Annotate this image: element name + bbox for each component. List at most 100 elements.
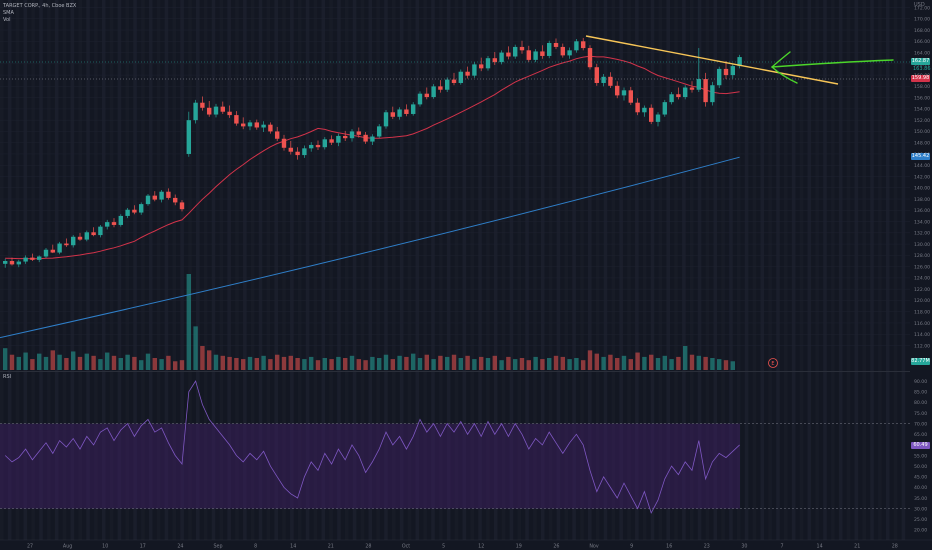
- candle[interactable]: [492, 52, 497, 65]
- candle[interactable]: [737, 54, 742, 69]
- candle[interactable]: [377, 124, 382, 139]
- candle[interactable]: [315, 140, 321, 151]
- earnings-marker[interactable]: E: [771, 361, 774, 367]
- candle[interactable]: [417, 91, 423, 107]
- candle[interactable]: [16, 259, 21, 268]
- candle[interactable]: [431, 84, 436, 99]
- candle[interactable]: [560, 43, 565, 58]
- candle[interactable]: [655, 112, 661, 127]
- candle[interactable]: [275, 126, 280, 142]
- candle[interactable]: [343, 130, 348, 142]
- candle[interactable]: [438, 80, 443, 93]
- candle[interactable]: [247, 120, 253, 131]
- candle[interactable]: [50, 244, 55, 254]
- candle[interactable]: [635, 98, 640, 116]
- candle[interactable]: [77, 232, 83, 241]
- candle[interactable]: [322, 137, 327, 150]
- candle[interactable]: [261, 121, 266, 132]
- candle[interactable]: [159, 190, 164, 203]
- candle[interactable]: [64, 238, 69, 247]
- candle[interactable]: [254, 119, 259, 130]
- candle[interactable]: [628, 86, 633, 105]
- candle[interactable]: [411, 102, 416, 116]
- candle[interactable]: [336, 133, 341, 147]
- rsi-pane[interactable]: [0, 380, 910, 514]
- earnings-marker-circle[interactable]: [768, 358, 778, 368]
- candle[interactable]: [186, 111, 191, 157]
- candle[interactable]: [213, 103, 219, 118]
- candle[interactable]: [621, 87, 627, 101]
- candle[interactable]: [98, 224, 103, 238]
- volume-legend[interactable]: Vol: [3, 17, 11, 23]
- candle[interactable]: [370, 134, 375, 145]
- candle[interactable]: [608, 72, 613, 89]
- candle[interactable]: [179, 200, 185, 212]
- candle[interactable]: [173, 194, 178, 206]
- candle[interactable]: [567, 47, 572, 59]
- currency-label[interactable]: USD: [914, 2, 925, 8]
- candle[interactable]: [615, 81, 620, 99]
- candle[interactable]: [363, 131, 368, 144]
- candle[interactable]: [587, 45, 593, 70]
- candle[interactable]: [526, 45, 531, 63]
- candle[interactable]: [506, 46, 511, 60]
- candle[interactable]: [553, 38, 559, 50]
- candle[interactable]: [669, 92, 674, 105]
- candle[interactable]: [193, 99, 198, 124]
- candle[interactable]: [302, 145, 307, 158]
- candle[interactable]: [288, 141, 293, 155]
- candle[interactable]: [465, 66, 470, 79]
- candle[interactable]: [91, 227, 96, 237]
- candle[interactable]: [132, 205, 137, 215]
- candle[interactable]: [458, 69, 463, 85]
- candle[interactable]: [309, 142, 314, 152]
- candle[interactable]: [696, 48, 701, 92]
- trendline-drawing[interactable]: [585, 35, 839, 85]
- candle[interactable]: [30, 253, 35, 261]
- candle[interactable]: [383, 110, 389, 129]
- candle[interactable]: [200, 96, 205, 111]
- candle[interactable]: [145, 193, 151, 206]
- candle[interactable]: [241, 117, 246, 130]
- candle[interactable]: [9, 257, 15, 266]
- candle[interactable]: [166, 188, 171, 200]
- candle[interactable]: [397, 107, 402, 120]
- candle[interactable]: [642, 105, 647, 117]
- candle[interactable]: [649, 104, 654, 125]
- candle[interactable]: [268, 122, 273, 134]
- time-axis[interactable]: 27 Aug 10 17 24 Sep 8 14 21 28 Oct 5 12 19 26 Nov 9 16 23 3…: [0, 539, 932, 550]
- candle[interactable]: [485, 55, 491, 71]
- candle[interactable]: [424, 87, 429, 100]
- candle[interactable]: [329, 135, 334, 145]
- candle[interactable]: [472, 62, 477, 78]
- candle[interactable]: [139, 202, 144, 215]
- price-axis[interactable]: 172.00170.00168.00166.00164.00162.00160.…: [914, 5, 930, 349]
- candle[interactable]: [519, 40, 525, 54]
- candle[interactable]: [43, 248, 49, 259]
- candle[interactable]: [723, 61, 729, 80]
- candle[interactable]: [37, 255, 42, 263]
- candle[interactable]: [84, 230, 89, 242]
- candle[interactable]: [594, 63, 599, 86]
- candle[interactable]: [710, 81, 715, 106]
- candle[interactable]: [227, 105, 232, 118]
- candle[interactable]: [57, 241, 62, 255]
- candle[interactable]: [23, 255, 28, 264]
- arrow-drawing[interactable]: [771, 51, 894, 84]
- rsi-axis[interactable]: 90.0085.0080.0075.0070.0065.0060.0055.00…: [914, 379, 927, 534]
- candle[interactable]: [574, 39, 579, 53]
- candle[interactable]: [513, 44, 518, 59]
- candle[interactable]: [281, 134, 287, 151]
- candle[interactable]: [717, 66, 722, 89]
- candle[interactable]: [547, 40, 552, 59]
- candle[interactable]: [111, 218, 117, 228]
- candle[interactable]: [683, 85, 688, 100]
- candle[interactable]: [71, 235, 76, 248]
- candle[interactable]: [730, 63, 735, 79]
- candle[interactable]: [703, 72, 708, 107]
- candle[interactable]: [207, 101, 212, 117]
- candle[interactable]: [601, 73, 606, 87]
- sma-legend[interactable]: SMA: [3, 10, 14, 16]
- candle[interactable]: [390, 106, 395, 120]
